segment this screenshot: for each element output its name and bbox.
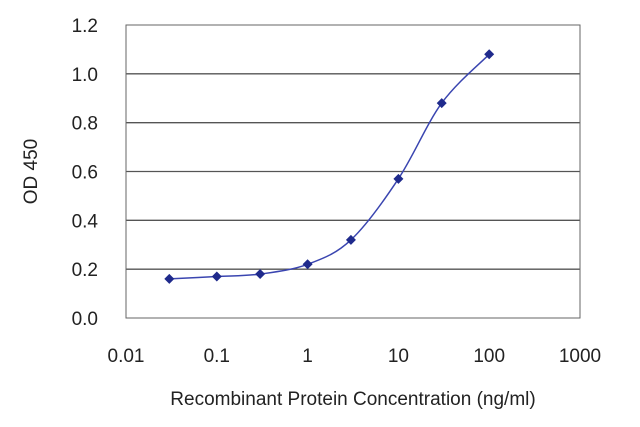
x-tick-label: 0.1 bbox=[204, 346, 230, 367]
data-points bbox=[164, 49, 495, 284]
data-point-7 bbox=[484, 49, 495, 60]
x-axis-tick-labels: 0.01 0.1 1 10 100 1000 bbox=[108, 346, 602, 367]
x-axis-title: Recombinant Protein Concentration (ng/ml… bbox=[170, 389, 535, 410]
data-point-2 bbox=[255, 269, 266, 280]
data-point-5 bbox=[393, 173, 404, 184]
y-tick-label: 1.0 bbox=[72, 65, 98, 86]
y-axis-tick-labels: 0.0 0.2 0.4 0.6 0.8 1.0 1.2 bbox=[72, 16, 99, 330]
data-point-6 bbox=[436, 98, 447, 109]
x-tick-label: 10 bbox=[388, 346, 409, 367]
x-tick-label: 1000 bbox=[559, 346, 601, 367]
x-tick-label: 1 bbox=[302, 346, 313, 367]
data-point-3 bbox=[302, 259, 313, 270]
y-tick-label: 0.8 bbox=[72, 114, 98, 135]
y-axis-title: OD 450 bbox=[21, 139, 42, 204]
x-tick-label: 100 bbox=[473, 346, 505, 367]
y-tick-label: 0.6 bbox=[72, 163, 98, 184]
plot-frame bbox=[125, 24, 581, 319]
y-tick-label: 0.2 bbox=[72, 260, 98, 281]
horizontal-gridlines bbox=[126, 73, 580, 270]
y-tick-label: 1.2 bbox=[72, 16, 98, 37]
x-tick-label: 0.01 bbox=[108, 346, 145, 367]
data-point-1 bbox=[211, 271, 222, 282]
data-point-0 bbox=[164, 273, 175, 284]
y-tick-label: 0.0 bbox=[72, 309, 98, 330]
data-point-4 bbox=[345, 234, 356, 245]
y-tick-label: 0.4 bbox=[72, 211, 99, 232]
fitted-curve bbox=[169, 53, 490, 280]
